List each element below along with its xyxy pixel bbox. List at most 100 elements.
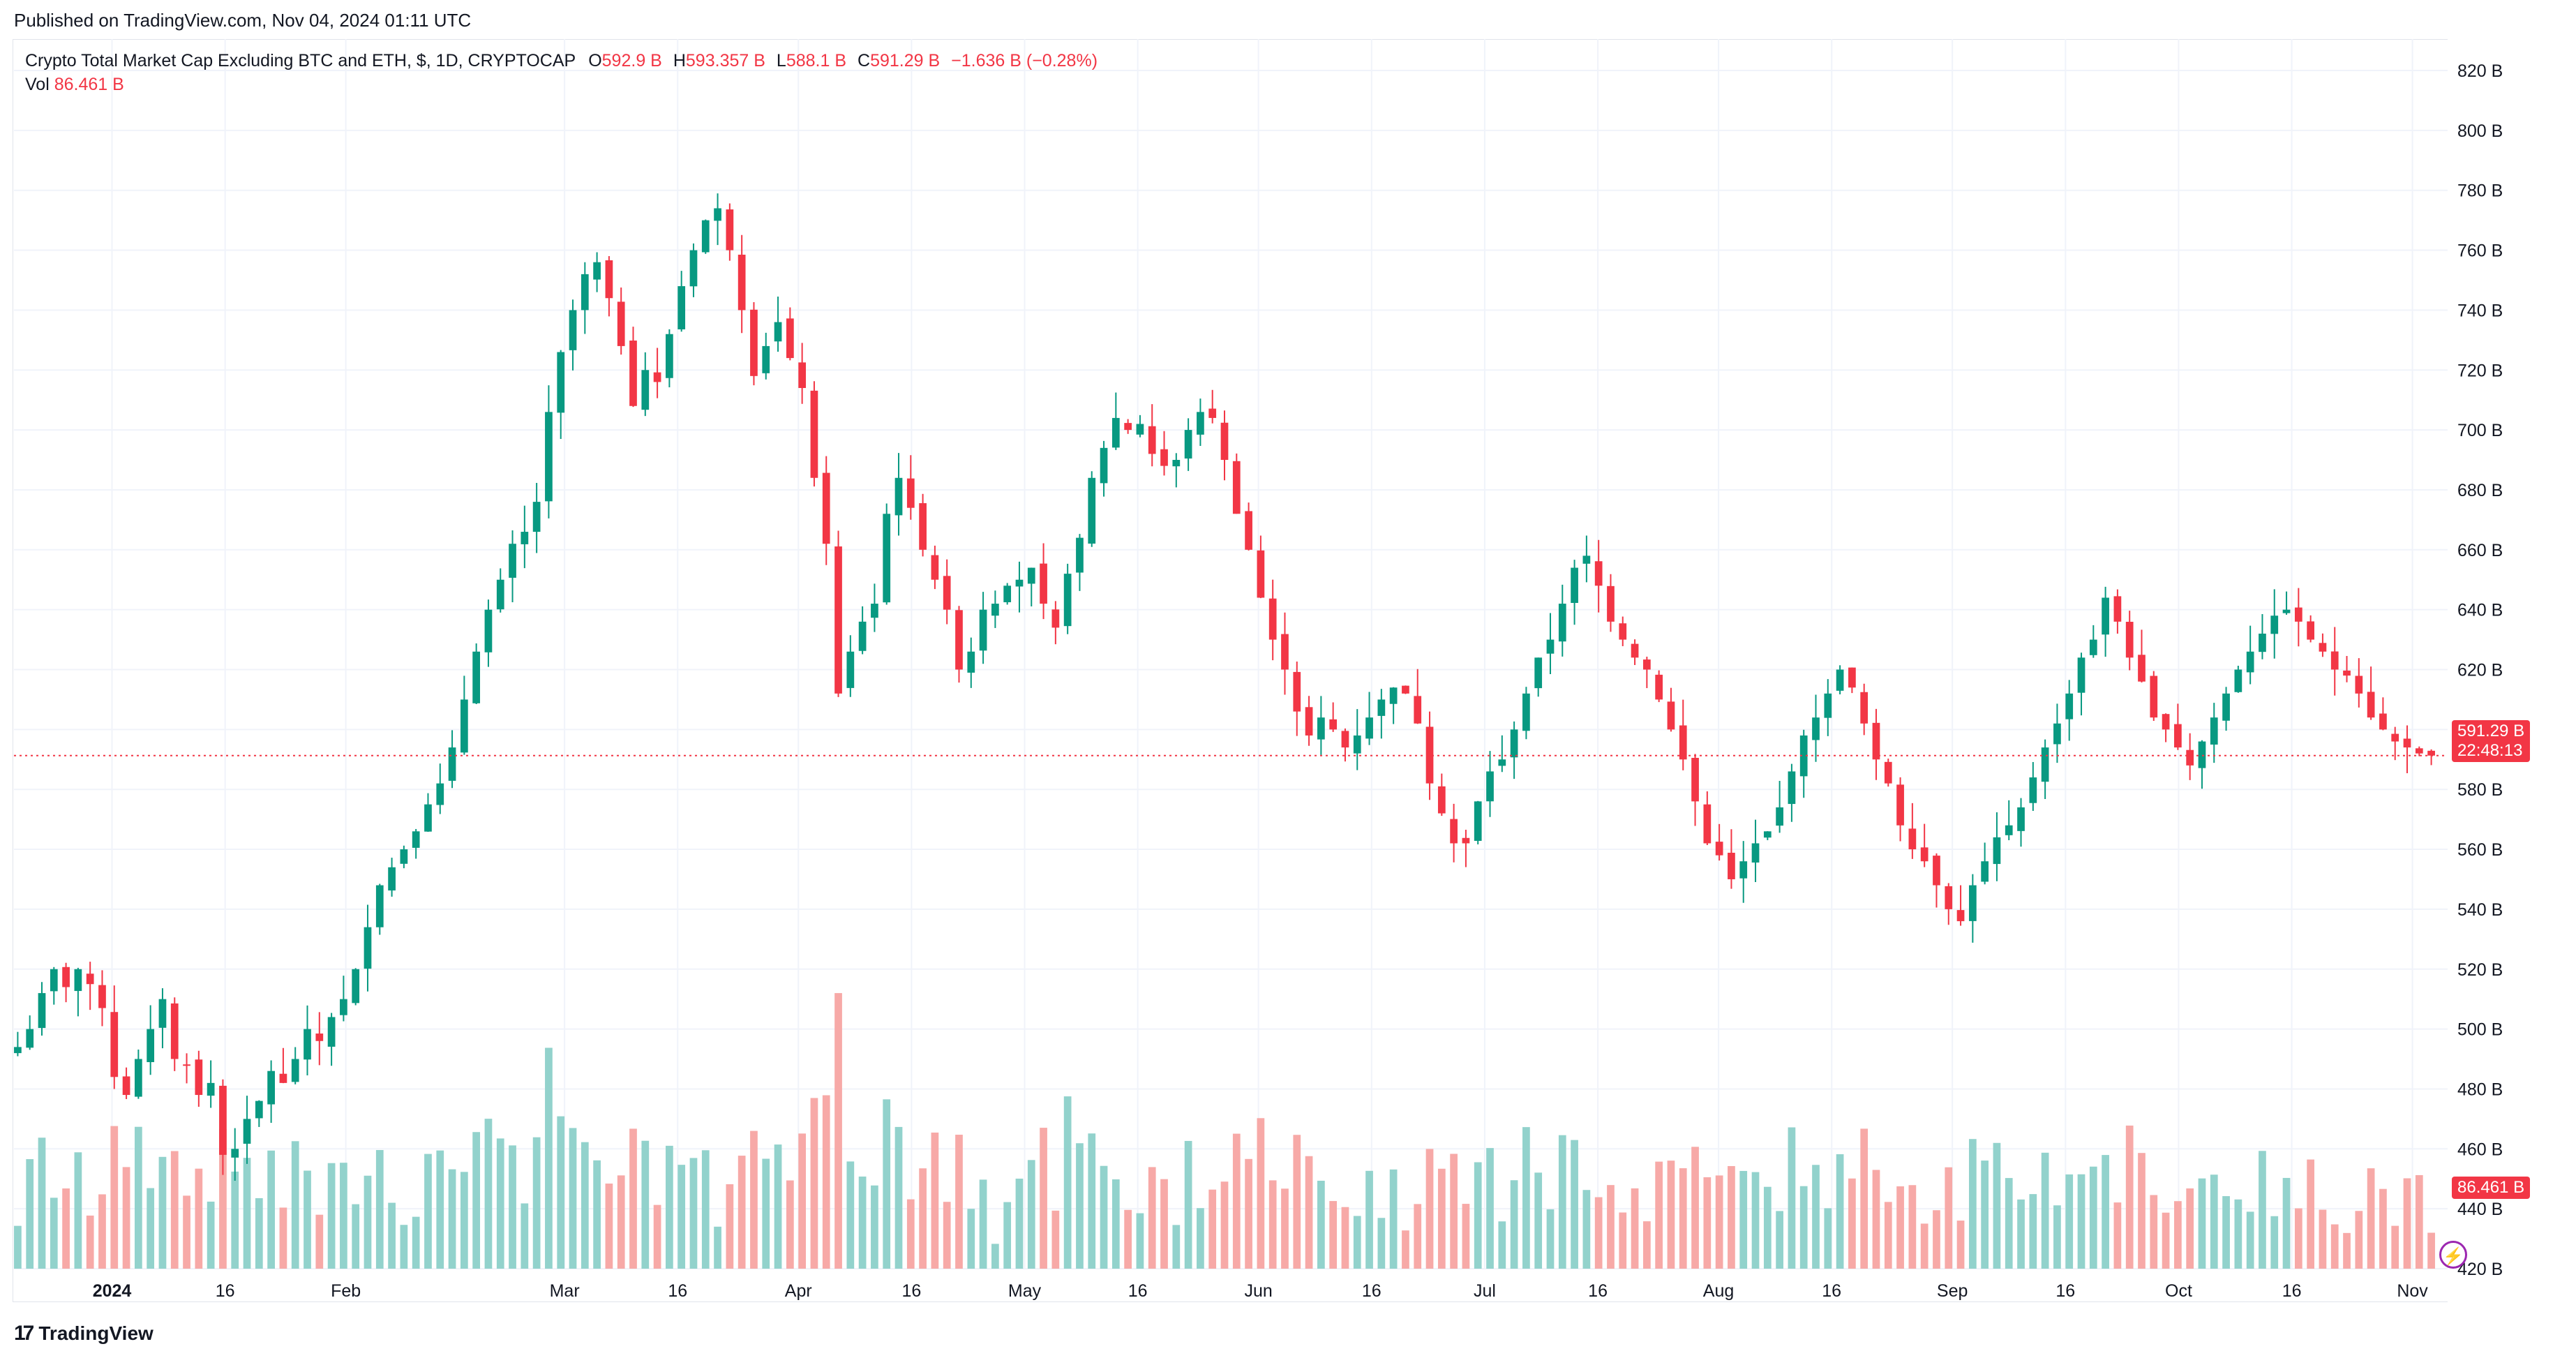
candle-body: [509, 544, 516, 578]
volume-bar: [74, 1152, 82, 1269]
x-tick-label: Feb: [331, 1281, 361, 1301]
candle-body: [871, 604, 878, 618]
volume-bar: [2017, 1199, 2025, 1269]
volume-bar: [1341, 1207, 1349, 1269]
volume-bar: [1884, 1202, 1892, 1269]
volume-bar: [219, 1128, 227, 1269]
close-label: C: [858, 51, 871, 70]
x-tick-label: Mar: [550, 1281, 580, 1301]
candle-body: [834, 546, 842, 694]
volume-value: 86.461 B: [54, 75, 124, 94]
volume-bar: [1908, 1185, 1917, 1269]
volume-legend: Vol 86.461 B: [25, 73, 124, 96]
candle-body: [1642, 659, 1651, 670]
price-axis[interactable]: 820 B 800 B 780 B 760 B 740 B 720 B 700 B 680 B…: [2457, 61, 2503, 1279]
candle-body: [689, 250, 698, 287]
high-label: H: [673, 51, 686, 70]
volume-bar: [207, 1201, 215, 1269]
volume-bar: [617, 1175, 625, 1269]
candle-body: [750, 309, 758, 376]
y-tick-label: 520 B: [2457, 960, 2503, 980]
y-tick-label: 780 B: [2457, 181, 2503, 201]
high-value: 593.357 B: [685, 51, 765, 70]
candle-body: [810, 390, 818, 478]
volume-bar: [1860, 1128, 1869, 1269]
candle-body: [1305, 707, 1313, 736]
candle-body: [786, 318, 794, 359]
candle-body: [1703, 804, 1712, 844]
candle-body: [484, 609, 493, 652]
volume-bar: [1968, 1139, 1977, 1269]
volume-bar: [1872, 1170, 1880, 1269]
candle-body: [2427, 750, 2435, 756]
volume-bar: [1425, 1149, 1434, 1269]
candle-body: [1486, 771, 1494, 802]
volume-bar: [1184, 1140, 1192, 1269]
volume-bar: [304, 1170, 311, 1269]
change-value: −1.636 B (−0.28%): [951, 51, 1098, 70]
candle-body: [62, 967, 70, 987]
volume-bar: [1088, 1133, 1096, 1269]
y-tick-label: 820 B: [2457, 61, 2503, 81]
x-tick-label: 16: [1128, 1281, 1148, 1301]
volume-bar: [1993, 1142, 2001, 1269]
volume-bar: [1534, 1172, 1543, 1269]
candle-body: [762, 345, 770, 373]
candle-body: [1293, 671, 1301, 712]
volume-bar: [1268, 1180, 1277, 1269]
volume-bar: [689, 1158, 698, 1269]
candle-body: [2174, 724, 2182, 748]
candle-body: [1076, 537, 1084, 573]
tradingview-logo[interactable]: 17 TradingView: [14, 1322, 153, 1345]
volume-bar: [2234, 1199, 2242, 1269]
volume-bar: [2029, 1194, 2037, 1269]
volume-bar: [484, 1119, 493, 1269]
candle-body: [1956, 910, 1965, 922]
candle-body: [666, 334, 673, 378]
volume-bar: [352, 1204, 360, 1269]
candle-body: [1848, 667, 1856, 688]
candle-body: [375, 885, 384, 927]
candle-body: [1546, 639, 1555, 654]
candle-body: [1582, 555, 1591, 564]
candle-body: [1232, 461, 1241, 514]
volume-bar: [2102, 1155, 2109, 1269]
volume-bar: [701, 1150, 710, 1269]
y-tick-label: 560 B: [2457, 840, 2503, 860]
volume-label: Vol: [25, 75, 50, 94]
volume-bar: [388, 1202, 396, 1269]
x-tick-label: Jul: [1474, 1281, 1496, 1301]
open-label: O: [588, 51, 602, 70]
volume-bar: [1220, 1181, 1229, 1269]
volume-bar: [2355, 1211, 2363, 1269]
volume-bar: [1546, 1209, 1555, 1269]
candle-body: [1824, 693, 1832, 718]
candle-body: [1281, 634, 1289, 670]
volume-bar: [195, 1168, 203, 1269]
lightning-icon[interactable]: ⚡: [2439, 1241, 2467, 1269]
volume-bars: [14, 993, 2435, 1269]
volume-bar: [1365, 1170, 1373, 1269]
volume-bar: [810, 1098, 818, 1269]
volume-bar: [919, 1168, 927, 1269]
volume-bar: [967, 1209, 975, 1269]
volume-bar: [2270, 1216, 2279, 1269]
candle-body: [653, 372, 661, 382]
candle-body: [1172, 460, 1181, 467]
candle-body: [1040, 563, 1047, 604]
y-tick-label: 640 B: [2457, 601, 2503, 620]
volume-bar: [726, 1184, 734, 1269]
volume-bar: [110, 1126, 119, 1269]
symbol-legend: Crypto Total Market Cap Excluding BTC an…: [25, 49, 1109, 73]
y-tick-label: 800 B: [2457, 121, 2503, 141]
volume-bar: [822, 1095, 830, 1269]
candle-body: [2077, 657, 2085, 693]
candle-body: [1377, 699, 1386, 716]
volume-bar: [1474, 1162, 1482, 1269]
candle-body: [919, 503, 927, 550]
volume-bar: [1956, 1221, 1965, 1269]
time-axis[interactable]: 2024 16 Feb Mar 16 Apr 16 May 16 Jun 16 Jul 16 Aug 16 S…: [93, 1281, 2429, 1301]
candle-body: [1522, 693, 1530, 731]
tradingview-logo-icon: 17: [14, 1322, 34, 1345]
